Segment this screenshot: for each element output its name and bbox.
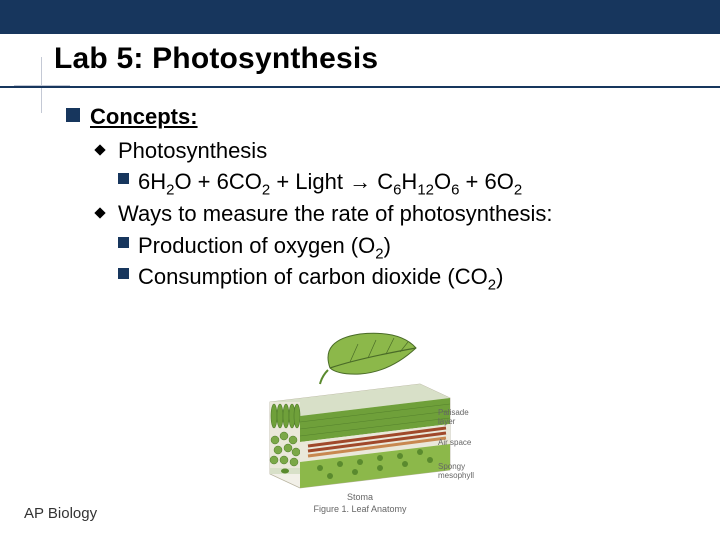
diamond-bullet-icon: [94, 144, 105, 155]
content-area: Concepts: Photosynthesis 6H2O + 6CO2 + L…: [0, 88, 720, 292]
concept-item: Photosynthesis: [66, 136, 680, 166]
airspace-label: Air space: [438, 438, 471, 447]
concept-label: Ways to measure the rate of photosynthes…: [118, 201, 553, 226]
stoma-label: Stoma: [240, 492, 480, 502]
equation-text: 6H2O + 6CO2 + Light → C6H12O6 + 6O2: [138, 169, 522, 194]
concept-label: Photosynthesis: [118, 138, 267, 163]
spongy-label: Spongy mesophyll: [438, 462, 480, 480]
subitem-text: Consumption of carbon dioxide (CO2): [138, 264, 503, 289]
concept-subitem: 6H2O + 6CO2 + Light → C6H12O6 + 6O2: [66, 167, 680, 197]
leaf-anatomy-figure: Palisade layer Air space Spongy mesophyl…: [240, 330, 480, 514]
concept-item: Ways to measure the rate of photosynthes…: [66, 199, 680, 229]
square-bullet-icon: [118, 268, 129, 279]
concept-subitem: Consumption of carbon dioxide (CO2): [66, 262, 680, 292]
concepts-heading: Concepts:: [90, 104, 198, 129]
figure-caption: Figure 1. Leaf Anatomy: [240, 504, 480, 514]
subitem-text: Production of oxygen (O2): [138, 233, 391, 258]
palisade-label: Palisade layer: [438, 408, 480, 426]
footer-text: AP Biology: [24, 505, 97, 522]
square-bullet-icon: [118, 173, 129, 184]
concept-subitem: Production of oxygen (O2): [66, 231, 680, 261]
diamond-bullet-icon: [94, 207, 105, 218]
square-bullet-icon: [118, 237, 129, 248]
square-bullet-icon: [66, 108, 80, 122]
header-bar: [0, 0, 720, 34]
slide-title: Lab 5: Photosynthesis: [54, 42, 378, 76]
title-row: Lab 5: Photosynthesis: [0, 40, 720, 88]
concepts-heading-row: Concepts:: [66, 102, 680, 132]
